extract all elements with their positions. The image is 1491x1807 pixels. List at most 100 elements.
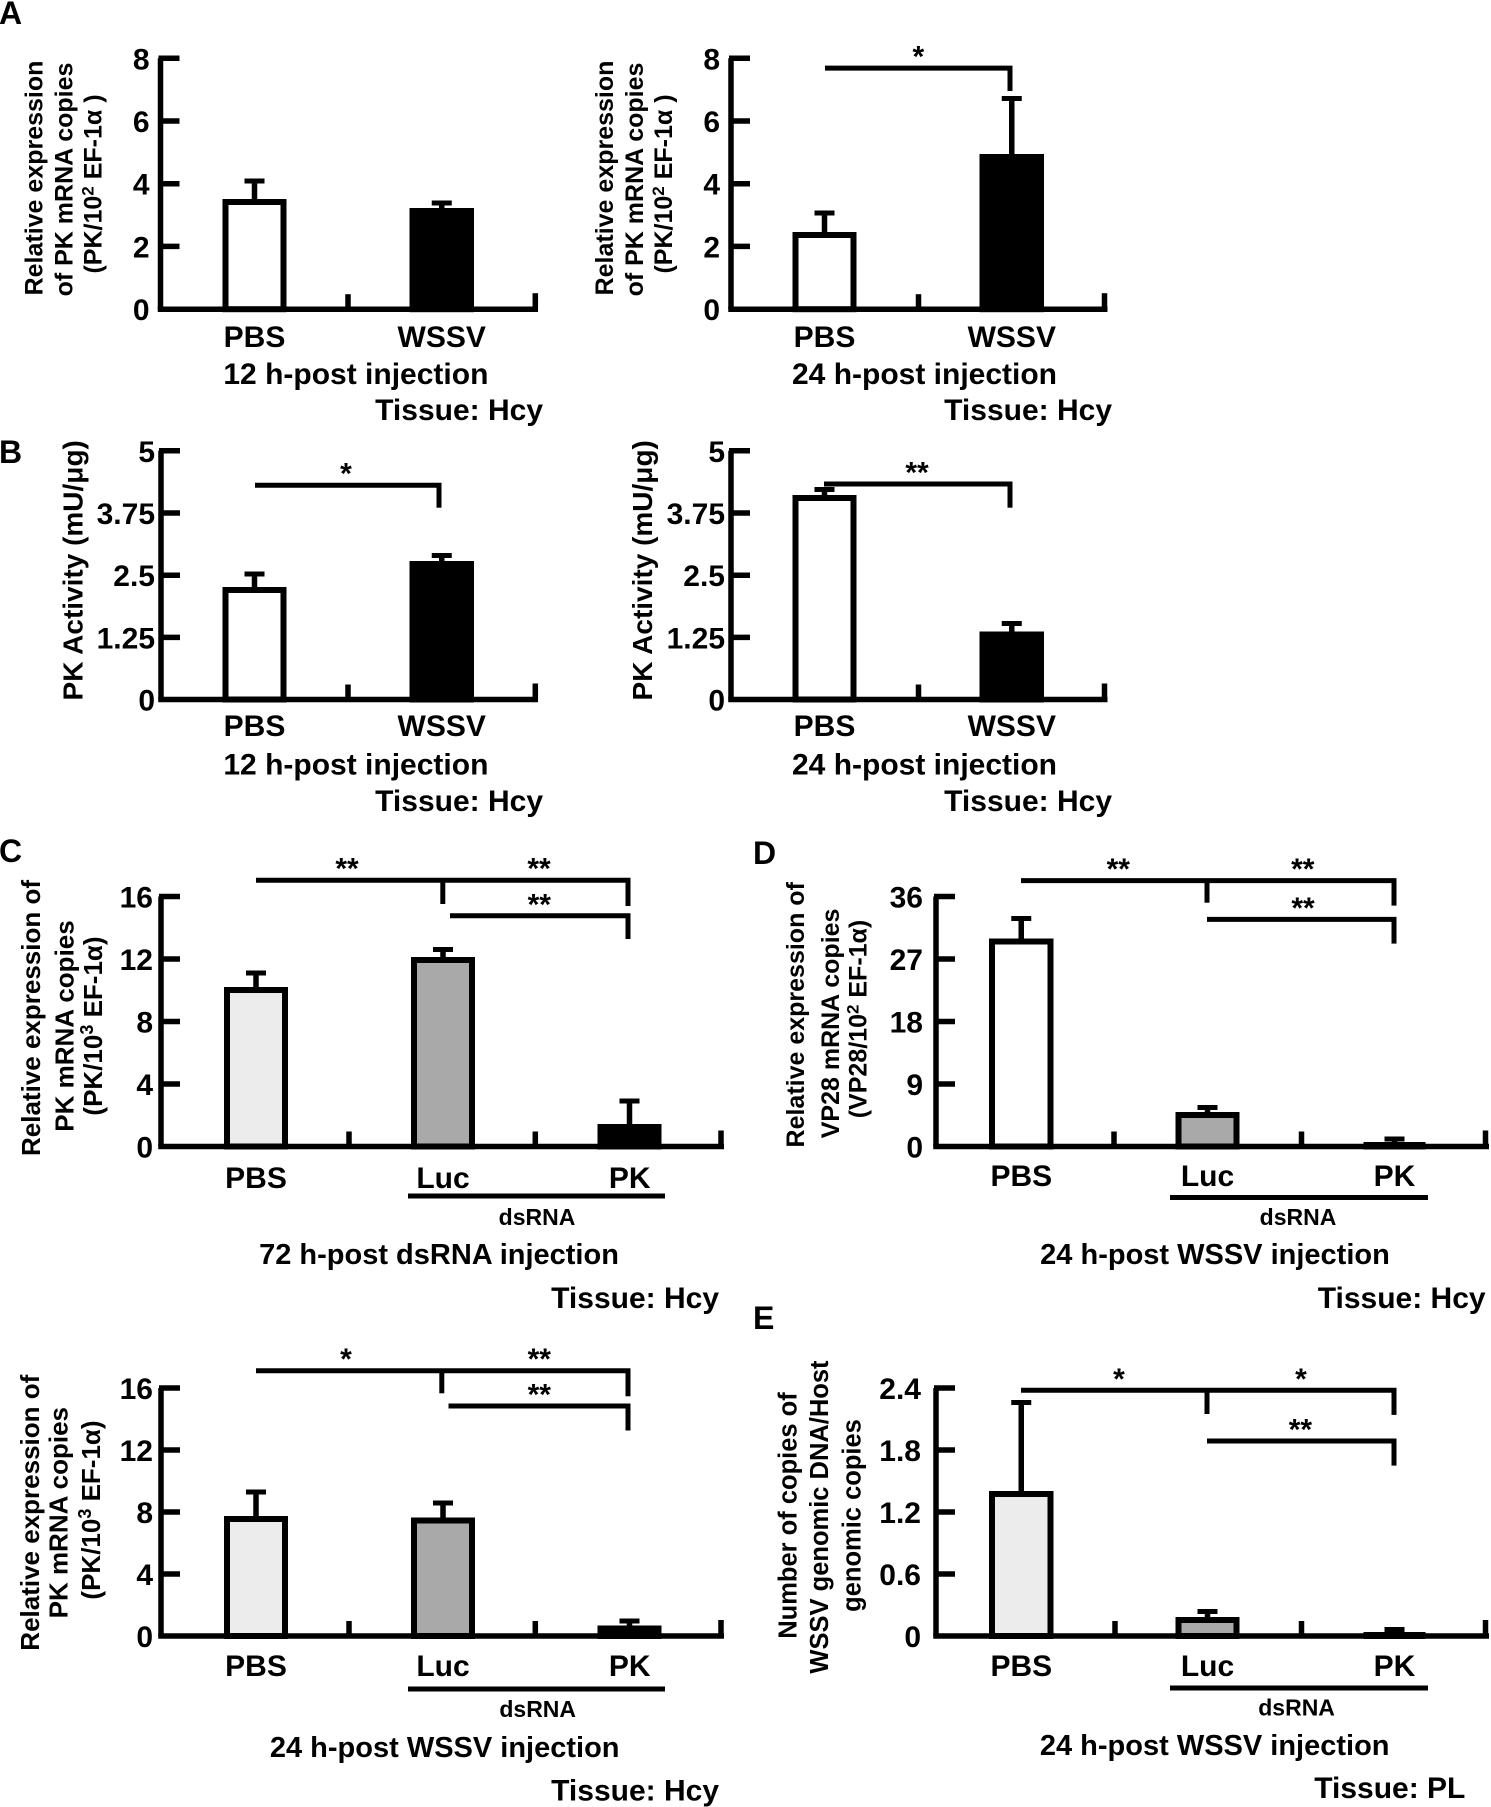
svg-text:12: 12 (120, 944, 153, 977)
svg-text:0: 0 (133, 294, 150, 327)
svg-text:0: 0 (136, 1621, 153, 1654)
svg-text:PBS: PBS (990, 1160, 1052, 1193)
svg-text:PK Activity (mU/μg): PK Activity (mU/μg) (627, 440, 658, 700)
svg-text:2.4: 2.4 (879, 1373, 921, 1406)
svg-text:Relative expression of: Relative expression of (16, 880, 46, 1156)
svg-text:PBS: PBS (225, 1650, 287, 1683)
svg-text:Tissue: PL: Tissue: PL (1314, 1772, 1465, 1805)
svg-text:WSSV: WSSV (968, 321, 1056, 354)
svg-text:9: 9 (906, 1069, 923, 1102)
svg-text:**: ** (1289, 1414, 1313, 1447)
svg-text:5: 5 (138, 436, 155, 469)
svg-text:*: * (1295, 1363, 1307, 1396)
svg-text:24 h-post WSSV injection: 24 h-post WSSV injection (270, 1732, 620, 1764)
svg-text:3.75: 3.75 (667, 498, 725, 531)
svg-text:6: 6 (703, 106, 720, 139)
svg-text:**: ** (528, 1379, 552, 1412)
svg-text:(VP28/102 EF-1α): (VP28/102 EF-1α) (843, 920, 872, 1119)
svg-text:PBS: PBS (990, 1650, 1052, 1683)
svg-text:**: ** (905, 457, 929, 490)
svg-text:8: 8 (133, 43, 150, 76)
svg-text:*: * (912, 41, 924, 74)
svg-text:24 h-post injection: 24 h-post injection (792, 749, 1057, 782)
svg-text:27: 27 (890, 944, 923, 977)
svg-text:**: ** (528, 888, 552, 921)
svg-text:*: * (340, 1343, 352, 1376)
svg-text:Tissue: Hcy: Tissue: Hcy (1318, 1282, 1486, 1315)
svg-text:PK: PK (1374, 1160, 1416, 1193)
svg-text:PK: PK (609, 1650, 651, 1683)
svg-text:24 h-post WSSV injection: 24 h-post WSSV injection (1040, 1239, 1390, 1271)
svg-text:E: E (753, 1300, 774, 1336)
svg-text:Relative expression of: Relative expression of (15, 1374, 45, 1650)
svg-text:PBS: PBS (224, 321, 286, 354)
svg-text:36: 36 (890, 882, 923, 915)
svg-text:WSSV: WSSV (398, 321, 486, 354)
svg-text:**: ** (528, 1343, 552, 1376)
svg-text:*: * (1113, 1363, 1125, 1396)
svg-text:VP28 mRNA copies: VP28 mRNA copies (817, 909, 845, 1139)
svg-text:Relative expression: Relative expression (591, 61, 619, 296)
svg-text:12: 12 (120, 1435, 153, 1468)
svg-text:**: ** (527, 853, 551, 886)
svg-text:Tissue: Hcy: Tissue: Hcy (944, 785, 1112, 818)
svg-text:2.5: 2.5 (113, 560, 155, 593)
svg-text:18: 18 (890, 1007, 923, 1040)
svg-text:of PK mRNA copies: of PK mRNA copies (621, 63, 649, 297)
svg-text:1.8: 1.8 (879, 1435, 921, 1468)
svg-text:dsRNA: dsRNA (1260, 1204, 1337, 1230)
svg-text:(PK/102 EF-1α ): (PK/102 EF-1α ) (649, 94, 678, 273)
svg-text:PBS: PBS (225, 1162, 287, 1195)
svg-text:0: 0 (138, 685, 155, 718)
svg-text:1.2: 1.2 (879, 1497, 921, 1530)
svg-text:8: 8 (703, 43, 720, 76)
svg-text:0.6: 0.6 (879, 1559, 921, 1592)
svg-text:Luc: Luc (1181, 1160, 1234, 1193)
svg-text:**: ** (1291, 892, 1315, 925)
svg-text:**: ** (1107, 853, 1131, 886)
svg-text:0: 0 (136, 1132, 153, 1165)
svg-text:*: * (340, 458, 352, 491)
svg-text:2: 2 (133, 231, 150, 264)
svg-text:Luc: Luc (416, 1162, 469, 1195)
svg-text:5: 5 (708, 436, 725, 469)
svg-text:0: 0 (904, 1621, 921, 1654)
svg-text:Luc: Luc (1181, 1650, 1234, 1683)
svg-text:PBS: PBS (794, 321, 856, 354)
svg-text:4: 4 (133, 169, 150, 202)
svg-text:dsRNA: dsRNA (1258, 1695, 1335, 1721)
svg-text:genomic copies: genomic copies (839, 1419, 867, 1612)
svg-text:dsRNA: dsRNA (499, 1204, 576, 1230)
svg-text:1.25: 1.25 (97, 622, 155, 655)
svg-text:Tissue: Hcy: Tissue: Hcy (551, 1775, 719, 1807)
svg-text:0: 0 (703, 294, 720, 327)
svg-text:4: 4 (136, 1069, 153, 1102)
svg-text:dsRNA: dsRNA (499, 1696, 576, 1722)
svg-text:Tissue: Hcy: Tissue: Hcy (375, 785, 543, 818)
svg-text:D: D (753, 835, 776, 871)
svg-text:A: A (0, 0, 22, 31)
svg-text:PK mRNA copies: PK mRNA copies (43, 1407, 73, 1618)
svg-text:0: 0 (906, 1132, 923, 1165)
svg-text:Number of copies of: Number of copies of (774, 1392, 802, 1639)
svg-text:Tissue: Hcy: Tissue: Hcy (944, 394, 1112, 427)
svg-text:PK Activity (mU/μg): PK Activity (mU/μg) (57, 440, 88, 700)
svg-text:0: 0 (708, 685, 725, 718)
svg-text:PBS: PBS (794, 710, 856, 743)
svg-text:WSSV: WSSV (398, 710, 486, 743)
svg-text:PBS: PBS (224, 710, 286, 743)
svg-text:Tissue: Hcy: Tissue: Hcy (375, 394, 543, 427)
svg-text:16: 16 (120, 1373, 153, 1406)
svg-text:**: ** (335, 853, 359, 886)
svg-text:Relative expression of: Relative expression of (782, 881, 810, 1147)
svg-text:72 h-post dsRNA injection: 72 h-post dsRNA injection (259, 1239, 619, 1271)
svg-text:**: ** (1291, 853, 1315, 886)
svg-text:16: 16 (120, 882, 153, 915)
svg-text:Tissue: Hcy: Tissue: Hcy (551, 1282, 719, 1315)
svg-text:(PK/102 EF-1α ): (PK/102 EF-1α ) (78, 94, 107, 273)
svg-text:C: C (0, 833, 22, 869)
svg-text:PK: PK (1374, 1650, 1416, 1683)
svg-text:WSSV genomic DNA/Host: WSSV genomic DNA/Host (806, 1360, 834, 1674)
svg-text:2.5: 2.5 (683, 560, 725, 593)
svg-text:B: B (0, 434, 22, 470)
